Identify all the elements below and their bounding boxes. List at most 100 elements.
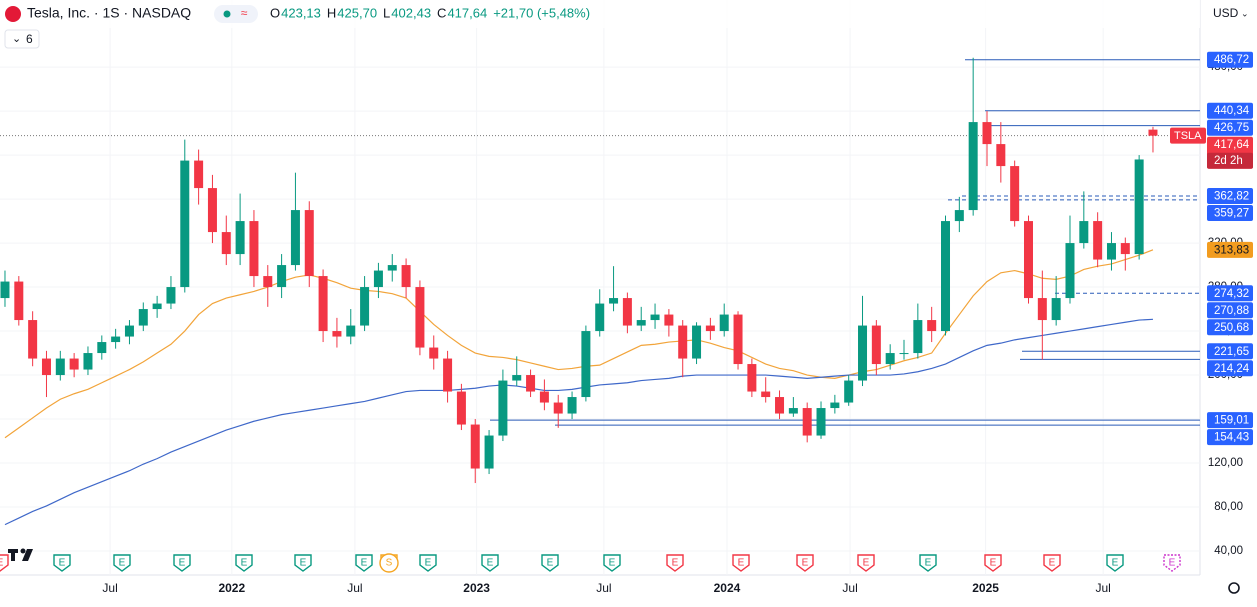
- event-marker: [1163, 554, 1181, 572]
- x-tick-label: Jul: [347, 581, 362, 595]
- countdown: 2d 2h: [1214, 155, 1243, 167]
- event-label: E: [802, 558, 809, 569]
- event-marker: [732, 554, 750, 572]
- candle-body: [581, 331, 591, 398]
- candle-body: [802, 408, 812, 436]
- event-label: E: [738, 558, 745, 569]
- event-marker: [1043, 554, 1061, 572]
- ohlc-value: 417,64: [447, 5, 487, 20]
- ohlc: O 423,13 H 425,70 L 402,43 C 417,64: [270, 5, 487, 20]
- candle-body: [304, 210, 314, 277]
- indicators-toggle[interactable]: [4, 29, 40, 49]
- symbol-badge: [1170, 127, 1206, 144]
- event-marker: [603, 554, 621, 572]
- x-tick-label: Jul: [842, 581, 857, 595]
- ohlc-key: H: [327, 5, 336, 20]
- price-badge: [1207, 204, 1253, 221]
- event-label: E: [361, 558, 368, 569]
- ohlc-value: 425,70: [337, 5, 377, 20]
- candle-body: [775, 397, 785, 414]
- settings-icon[interactable]: [1228, 582, 1240, 594]
- candle-body: [941, 221, 951, 332]
- candle-body: [14, 281, 24, 321]
- indicators-count: 6: [26, 32, 33, 46]
- event-marker: [984, 554, 1002, 572]
- price-label: 270,88: [1214, 305, 1249, 317]
- candle-body: [401, 265, 411, 288]
- event-marker: [919, 554, 937, 572]
- price-label: 159,01: [1214, 415, 1249, 427]
- candle-body: [83, 353, 93, 370]
- event-marker: [355, 554, 373, 572]
- moving-average: [4, 249, 1154, 439]
- event-label: E: [672, 558, 679, 569]
- candle-body: [747, 364, 757, 392]
- candle-body: [996, 144, 1006, 167]
- symbol-label: TSLA: [1174, 130, 1202, 142]
- event-marker: [294, 554, 312, 572]
- candle-body: [1134, 159, 1144, 255]
- x-tick-label: Jul: [596, 581, 611, 595]
- symbol-title[interactable]: Tesla, Inc. · 1S · NASDAQ: [27, 5, 191, 21]
- status-icon: ≈: [241, 6, 248, 20]
- candle-body: [1079, 221, 1089, 244]
- event-label: E: [0, 558, 4, 569]
- candle-body: [567, 397, 577, 414]
- candle-body: [152, 303, 162, 310]
- symbol-logo: [5, 6, 21, 22]
- candle-body: [207, 188, 217, 233]
- candle-body: [858, 325, 868, 381]
- candle-body: [166, 287, 176, 304]
- y-tick-label: 40,00: [1214, 545, 1243, 557]
- candle-body: [1148, 129, 1158, 136]
- event-label: E: [547, 558, 554, 569]
- plot: [0, 0, 1200, 575]
- candle-body: [360, 287, 370, 326]
- event-label: E: [487, 558, 494, 569]
- price-badge: [1207, 119, 1253, 136]
- status-pill[interactable]: [214, 5, 258, 23]
- candle-body: [885, 353, 895, 365]
- candle-body: [263, 276, 273, 288]
- logo-part: [20, 548, 26, 554]
- price-badge: [1207, 285, 1253, 302]
- x-tick-label: 2023: [463, 581, 490, 595]
- price-label: 440,34: [1214, 105, 1250, 117]
- candle-body: [318, 276, 328, 332]
- price-badge: [1207, 429, 1253, 446]
- x-tick-label: 2025: [972, 581, 999, 595]
- event-label: E: [425, 558, 432, 569]
- ohlc-value: 402,43: [391, 5, 431, 20]
- price-label: 417,64: [1214, 139, 1250, 151]
- price-label: 426,75: [1214, 122, 1249, 134]
- candle-body: [138, 309, 148, 326]
- tv-logo: [8, 548, 33, 561]
- candle-body: [429, 347, 439, 359]
- event-marker: [235, 554, 253, 572]
- countdown-bg: [1207, 152, 1253, 169]
- candle-body: [373, 270, 383, 288]
- candle-body: [194, 160, 204, 189]
- candle-body: [692, 325, 702, 359]
- price-label: 486,72: [1214, 54, 1249, 66]
- event-marker: [481, 554, 499, 572]
- ohlc-key: L: [383, 5, 390, 20]
- candle-body: [332, 331, 342, 337]
- candle-body: [415, 287, 425, 348]
- price-label: 214,24: [1214, 363, 1250, 375]
- logo-part: [22, 549, 33, 561]
- candle-body: [456, 391, 466, 425]
- event-marker: [419, 554, 437, 572]
- candle-body: [788, 408, 798, 414]
- price-badge: [1207, 187, 1253, 204]
- status-dot: [223, 10, 231, 18]
- candle-body: [954, 210, 964, 222]
- moving-average: [4, 318, 1154, 526]
- event-label: E: [990, 558, 997, 569]
- candle-body: [1037, 298, 1047, 321]
- currency[interactable]: USD: [1213, 6, 1239, 20]
- candle-body: [650, 314, 660, 321]
- event-label: E: [863, 558, 870, 569]
- candle-body: [484, 435, 494, 469]
- candle-body: [830, 402, 840, 409]
